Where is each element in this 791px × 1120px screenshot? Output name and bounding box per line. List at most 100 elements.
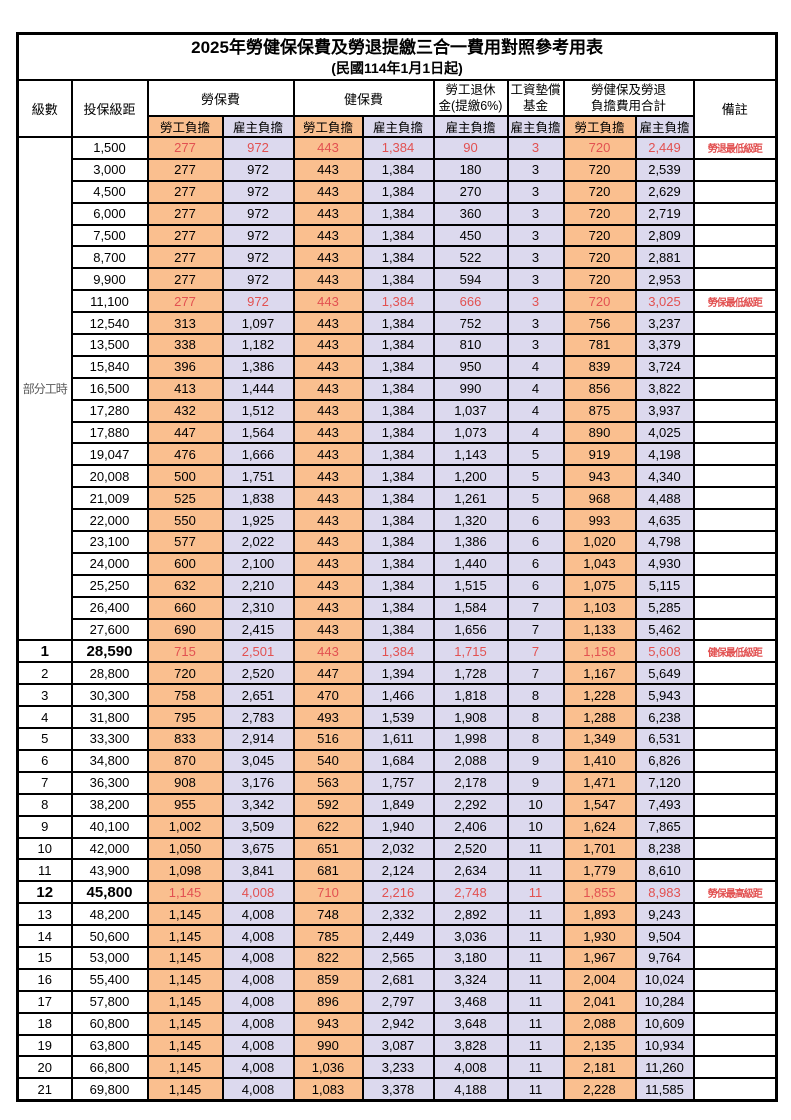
table-row: 7 36,300 908 3,176 563 1,757 2,178 9 1,471 7,120 bbox=[16, 770, 778, 795]
value-cell: 476 bbox=[146, 442, 224, 467]
value-cell: 7 bbox=[506, 617, 565, 642]
value-cell: 1,701 bbox=[562, 836, 637, 861]
value-cell: 990 bbox=[432, 376, 509, 401]
value-cell: 443 bbox=[292, 333, 364, 357]
value-cell: 660 bbox=[146, 595, 224, 620]
value-cell: 1,855 bbox=[562, 880, 637, 905]
value-cell: 443 bbox=[292, 573, 364, 598]
value-cell: 11 bbox=[506, 967, 565, 992]
value-cell: 1,073 bbox=[432, 420, 509, 445]
value-cell: 2,124 bbox=[361, 858, 435, 883]
value-cell: 443 bbox=[292, 442, 364, 467]
value-cell: 720 bbox=[562, 223, 637, 248]
value-cell: 3 bbox=[506, 289, 565, 314]
page-subtitle: (民國114年1月1日起) bbox=[331, 60, 463, 77]
value-cell: 1,386 bbox=[432, 530, 509, 554]
value-cell: 870 bbox=[146, 748, 224, 773]
value-cell: 1,384 bbox=[361, 595, 435, 620]
value-cell: 4,635 bbox=[634, 508, 695, 533]
table-row: 4,500 277 972 443 1,384 270 3 720 2,629 bbox=[18, 179, 778, 204]
remark-cell bbox=[692, 398, 778, 423]
value-cell: 470 bbox=[292, 683, 364, 708]
table-row: 13,500 338 1,182 443 1,384 810 3 781 3,379 bbox=[18, 333, 778, 357]
value-cell: 443 bbox=[292, 617, 364, 642]
value-cell: 1,145 bbox=[146, 989, 224, 1014]
value-cell: 1,182 bbox=[221, 333, 295, 357]
value-cell: 1,624 bbox=[562, 814, 637, 839]
value-cell: 2,181 bbox=[562, 1055, 637, 1080]
bracket-cell: 21,009 bbox=[70, 486, 149, 511]
table-row: 9 40,100 1,002 3,509 622 1,940 2,406 10 1,624 7,8… bbox=[16, 814, 778, 839]
bracket-cell: 24,000 bbox=[70, 551, 149, 576]
value-cell: 833 bbox=[146, 727, 224, 751]
value-cell: 3 bbox=[506, 223, 565, 248]
value-cell: 4,008 bbox=[221, 1011, 295, 1036]
value-cell: 3 bbox=[506, 245, 565, 270]
value-cell: 1,384 bbox=[361, 551, 435, 576]
value-cell: 1,940 bbox=[361, 814, 435, 839]
value-cell: 4,008 bbox=[221, 967, 295, 992]
bracket-cell: 40,100 bbox=[70, 814, 149, 839]
table-row: 7,500 277 972 443 1,384 450 3 720 2,809 bbox=[18, 223, 778, 248]
remark-cell bbox=[692, 442, 778, 467]
value-cell: 1,893 bbox=[562, 902, 637, 927]
value-cell: 890 bbox=[562, 420, 637, 445]
value-cell: 1,384 bbox=[361, 486, 435, 511]
value-cell: 1,466 bbox=[361, 683, 435, 708]
wage-fund-line1: 工資墊償 bbox=[510, 82, 561, 97]
remark-cell: 勞保最高級距 bbox=[692, 880, 778, 905]
bracket-cell: 66,800 bbox=[70, 1055, 149, 1080]
value-cell: 443 bbox=[292, 508, 364, 533]
value-cell: 8 bbox=[506, 727, 565, 751]
value-cell: 4 bbox=[506, 398, 565, 423]
wage-fund-line2: 基金 bbox=[522, 99, 548, 113]
value-cell: 277 bbox=[146, 289, 224, 314]
value-cell: 11,585 bbox=[634, 1077, 695, 1102]
value-cell: 2,228 bbox=[562, 1077, 637, 1102]
value-cell: 2,216 bbox=[361, 880, 435, 905]
value-cell: 1,036 bbox=[292, 1055, 364, 1080]
value-cell: 2,449 bbox=[361, 924, 435, 948]
value-cell: 1,228 bbox=[562, 683, 637, 708]
value-cell: 443 bbox=[292, 136, 364, 160]
value-cell: 752 bbox=[432, 311, 509, 336]
bracket-cell: 13,500 bbox=[70, 333, 149, 357]
remark-cell bbox=[692, 223, 778, 248]
subheader-pension-employer: 雇主負擔 bbox=[432, 115, 509, 138]
table-row: 3,000 277 972 443 1,384 180 3 720 2,539 bbox=[18, 157, 778, 182]
value-cell: 8 bbox=[506, 683, 565, 708]
page-title: 2025年勞健保保費及勞退提繳三合一費用對照參考用表 bbox=[191, 38, 603, 58]
value-cell: 1,145 bbox=[146, 1033, 224, 1058]
value-cell: 3 bbox=[506, 157, 565, 182]
value-cell: 1,394 bbox=[361, 661, 435, 686]
table-row: 17,280 432 1,512 443 1,384 1,037 4 875 3,937 bbox=[18, 398, 778, 423]
remark-cell bbox=[692, 245, 778, 270]
value-cell: 4,008 bbox=[221, 1033, 295, 1058]
subheader-labor-employee: 勞工負擔 bbox=[146, 115, 224, 138]
bracket-cell: 6,000 bbox=[70, 201, 149, 226]
value-cell: 2,942 bbox=[361, 1011, 435, 1036]
value-cell: 1,384 bbox=[361, 289, 435, 314]
value-cell: 9,504 bbox=[634, 924, 695, 948]
value-cell: 972 bbox=[221, 157, 295, 182]
remark-cell bbox=[692, 179, 778, 204]
value-cell: 1,611 bbox=[361, 727, 435, 751]
value-cell: 10,609 bbox=[634, 1011, 695, 1036]
table-row: 19 63,800 1,145 4,008 990 3,087 3,828 11 2,135 10… bbox=[16, 1033, 778, 1058]
level-cell: 12 bbox=[16, 880, 73, 905]
remark-cell: 勞保最低級距 bbox=[692, 289, 778, 314]
value-cell: 4,008 bbox=[221, 880, 295, 905]
value-cell: 1,547 bbox=[562, 792, 637, 817]
value-cell: 525 bbox=[146, 486, 224, 511]
value-cell: 11 bbox=[506, 945, 565, 970]
value-cell: 11 bbox=[506, 858, 565, 883]
table-row: 20 66,800 1,145 4,008 1,036 3,233 4,008 11 2,181… bbox=[16, 1055, 778, 1080]
value-cell: 11 bbox=[506, 1011, 565, 1036]
value-cell: 1,145 bbox=[146, 880, 224, 905]
value-cell: 6,826 bbox=[634, 748, 695, 773]
table-row: 3 30,300 758 2,651 470 1,466 1,818 8 1,228 5,943 bbox=[16, 683, 778, 708]
value-cell: 3,233 bbox=[361, 1055, 435, 1080]
value-cell: 972 bbox=[221, 201, 295, 226]
remark-cell bbox=[692, 858, 778, 883]
value-cell: 2,881 bbox=[634, 245, 695, 270]
